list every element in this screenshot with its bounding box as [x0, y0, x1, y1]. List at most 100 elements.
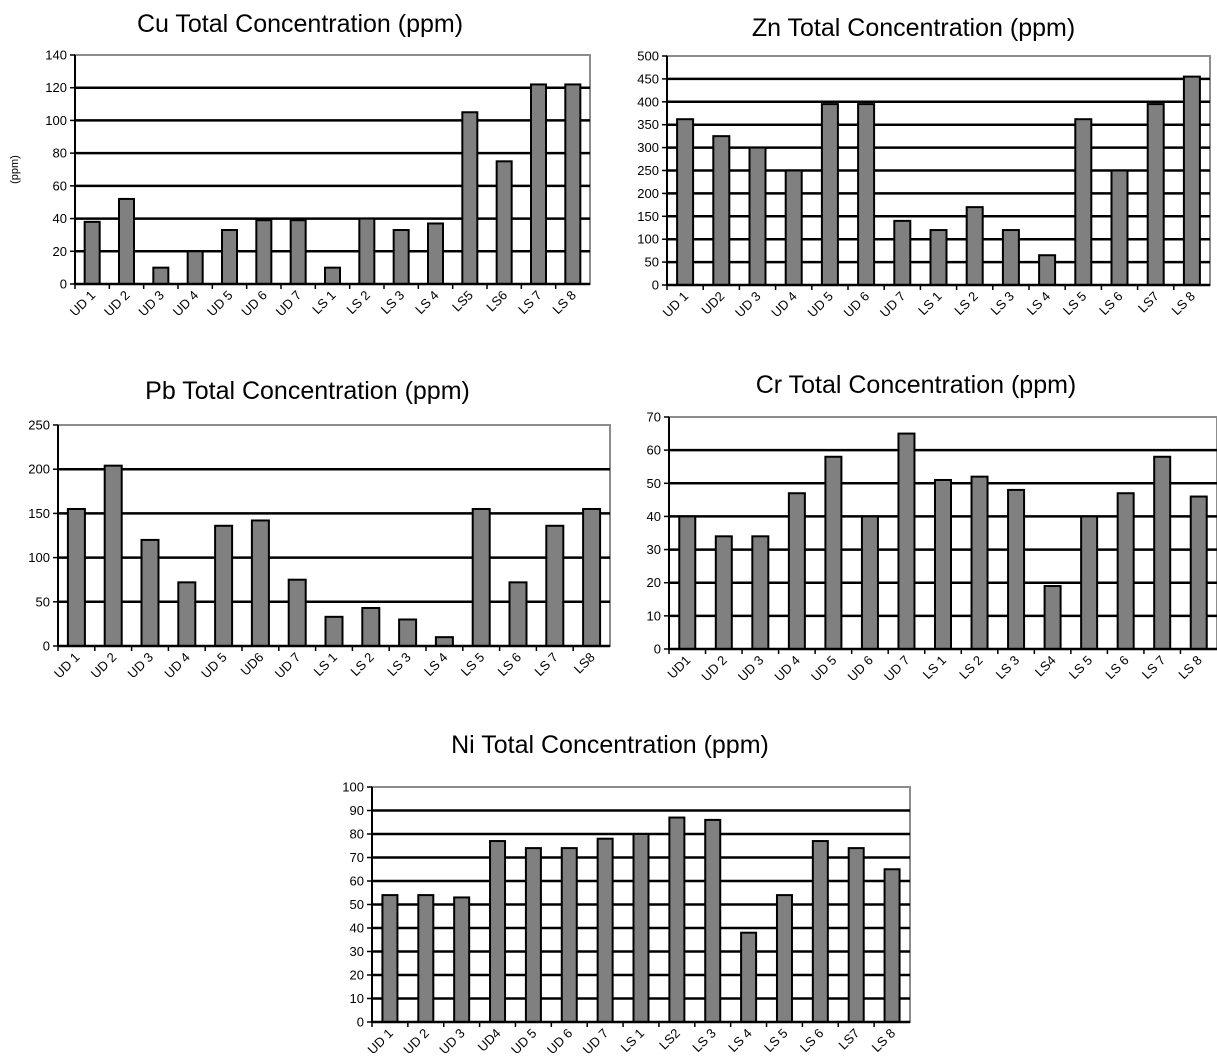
- y-tick-label: 100: [637, 232, 659, 247]
- bar-ls6: [1116, 492, 1135, 650]
- y-tick-label: 70: [350, 850, 364, 865]
- x-tick-label: LS 8: [549, 288, 579, 318]
- bar-ud7: [289, 219, 307, 285]
- x-tick-label: UD 5: [198, 650, 230, 682]
- bar-ud3: [140, 538, 160, 647]
- pb-chart-svg: 0 50 100 150 200 250 UD 1 UD 2 UD 3 UD 4 UD 5 UD6 UD…: [28, 418, 611, 682]
- y-tick-label: 20: [647, 575, 661, 590]
- x-tick-label: UD 3: [735, 653, 767, 685]
- bar-ls7: [847, 847, 865, 1023]
- bar-ls7: [1153, 455, 1172, 651]
- y-tick-label: 150: [637, 209, 659, 224]
- bar-ls1: [632, 833, 650, 1023]
- y-tick-label: 150: [28, 506, 50, 521]
- y-tick-label: 80: [350, 827, 364, 842]
- y-tick-label: 100: [45, 113, 67, 128]
- bar-ls1: [324, 615, 344, 648]
- y-tick-label: 0: [43, 639, 50, 654]
- y-tick-label: 450: [637, 71, 659, 86]
- x-tick-label: LS 3: [689, 1026, 719, 1056]
- bar-ud4: [177, 581, 197, 648]
- x-tick-label: LS 2: [347, 650, 377, 680]
- x-tick-label: LS 7: [515, 288, 545, 318]
- x-tick-label: LS 1: [915, 289, 945, 319]
- bar-ud3: [152, 266, 170, 285]
- x-tick-label: LS 7: [531, 650, 561, 680]
- y-tick-label: 50: [647, 476, 661, 491]
- ni-chart: Ni Total Concentration (ppm) 0 10 20 30 40 50…: [305, 725, 915, 1062]
- cu-chart-title: Cu Total Concentration (ppm): [136, 10, 464, 38]
- y-tick-label: 100: [28, 550, 50, 565]
- bar-ud2: [118, 197, 135, 285]
- x-tick-label: LS 7: [1139, 653, 1169, 683]
- y-tick-label: 50: [350, 897, 364, 912]
- bar-ud2: [417, 894, 435, 1024]
- x-tick-label: LS 3: [384, 650, 414, 680]
- x-tick-label: UD 2: [400, 1026, 432, 1058]
- x-tick-label: UD 7: [580, 1026, 612, 1058]
- x-tick-label: UD 4: [170, 288, 202, 320]
- x-tick-label: UD 1: [51, 650, 83, 682]
- x-tick-label: UD 6: [845, 653, 877, 685]
- bar-ls4: [1043, 585, 1062, 650]
- x-tick-label: LS7: [835, 1026, 862, 1053]
- bar-ls3: [1007, 488, 1026, 650]
- bar-ls2: [965, 206, 984, 286]
- x-tick-label: UD 7: [881, 653, 913, 685]
- x-tick-label: LS 4: [725, 1026, 755, 1056]
- bar-ud7: [596, 837, 614, 1023]
- bar-ls8: [582, 507, 602, 647]
- y-tick-label: 0: [357, 1015, 364, 1030]
- x-tick-label: UD 7: [273, 288, 305, 320]
- y-tick-label: 50: [645, 255, 659, 270]
- x-tick-label: UD 3: [135, 288, 167, 320]
- bar-ls5: [775, 894, 793, 1024]
- x-tick-label: LS 8: [1168, 289, 1198, 319]
- bar-ud6: [250, 519, 270, 647]
- ni-chart-title: Ni Total Concentration (ppm): [451, 731, 769, 759]
- cu-chart: Cu Total Concentration (ppm) 0 20 40 60 80 10…: [0, 0, 600, 345]
- cr-chart-svg: 0 10 20 30 40 50 60 70 UD1 UD 2 UD 3 UD 4 UD 5 UD 6 UD…: [647, 410, 1217, 685]
- y-tick-label: 350: [637, 117, 659, 132]
- bar-ud5: [221, 229, 238, 285]
- bar-ls7: [1146, 103, 1165, 286]
- bar-ud2: [714, 535, 733, 650]
- bar-ls2: [668, 816, 686, 1023]
- y-tick-label: 0: [60, 277, 67, 292]
- x-tick-label: LS 5: [458, 650, 488, 680]
- bar-ud4: [186, 250, 204, 286]
- x-tick-label: UD 3: [436, 1026, 468, 1058]
- bar-ud6: [857, 103, 876, 286]
- x-tick-label: UD 6: [841, 289, 873, 321]
- x-tick-label: UD 5: [204, 288, 236, 320]
- y-tick-label: 60: [350, 874, 364, 889]
- x-tick-label: LS 6: [1096, 289, 1126, 319]
- y-tick-label: 80: [53, 146, 67, 161]
- zn-chart-title: Zn Total Concentration (ppm): [751, 14, 1076, 42]
- bar-ud3: [748, 146, 767, 286]
- y-tick-label: 100: [342, 780, 364, 795]
- bar-ud5: [524, 847, 542, 1023]
- x-tick-label: UD 5: [808, 653, 840, 685]
- bar-ls4: [434, 636, 454, 648]
- x-tick-label: UD 6: [238, 288, 270, 320]
- bar-ls8: [564, 83, 582, 285]
- bar-ls4: [740, 931, 758, 1023]
- bar-ls5: [1080, 515, 1099, 650]
- x-tick-label: LS4: [1032, 653, 1059, 680]
- bar-ud4: [784, 169, 803, 286]
- y-tick-label: 500: [637, 49, 659, 64]
- bar-ls6: [495, 160, 513, 285]
- x-tick-label: LS 3: [378, 288, 408, 318]
- bar-ls1: [929, 229, 948, 286]
- x-tick-label: LS2: [656, 1026, 683, 1053]
- cr-chart: Cr Total Concentration (ppm) 0 10 20 30 40 50…: [615, 365, 1217, 695]
- x-tick-label: LS6: [483, 288, 510, 315]
- x-tick-label: UD 5: [804, 289, 836, 321]
- y-tick-label: 200: [637, 186, 659, 201]
- bar-ud4: [489, 840, 507, 1023]
- bar-ls3: [398, 618, 418, 647]
- y-tick-label: 20: [53, 244, 67, 259]
- y-tick-label: 120: [45, 80, 67, 95]
